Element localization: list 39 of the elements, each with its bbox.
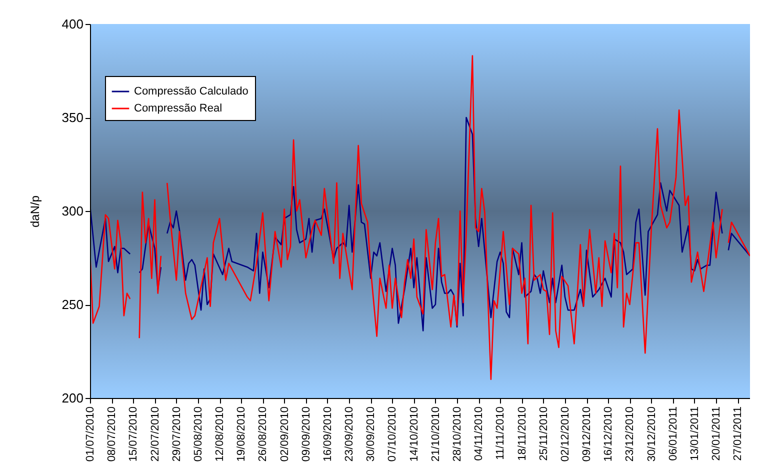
x-tick-label: 22/07/2010 bbox=[149, 406, 162, 462]
x-tick-label: 30/12/2010 bbox=[646, 406, 658, 462]
y-tick-label: 400 bbox=[62, 16, 84, 32]
x-tick-label: 28/10/2010 bbox=[452, 406, 464, 462]
x-tick-label: 18/11/2010 bbox=[516, 406, 528, 461]
x-tick-label: 09/09/2010 bbox=[300, 406, 312, 462]
x-tick-label: 30/09/2010 bbox=[365, 406, 378, 462]
x-tick-label: 23/09/2010 bbox=[344, 406, 356, 462]
x-tick-label: 29/07/2010 bbox=[170, 406, 183, 462]
x-tick-label: 19/08/2010 bbox=[236, 406, 248, 462]
x-tick-label: 06/01/2011 bbox=[667, 406, 680, 461]
x-tick-label: 05/08/2010 bbox=[192, 406, 204, 462]
y-tick-label: 300 bbox=[62, 204, 84, 218]
x-tick-label: 23/12/2010 bbox=[624, 406, 636, 462]
x-tick-label: 20/01/2011 bbox=[710, 406, 723, 461]
x-tick-label: 04/11/2010 bbox=[473, 406, 486, 461]
x-tick-label: 12/08/2010 bbox=[214, 406, 226, 462]
x-tick-label: 16/12/2010 bbox=[602, 406, 615, 462]
y-tick-label: 200 bbox=[62, 390, 84, 406]
x-tick-label: 13/01/2011 bbox=[688, 406, 701, 461]
y-tick-label: 250 bbox=[62, 297, 84, 312]
x-tick-label: 09/12/2010 bbox=[581, 406, 594, 462]
x-tick-label: 16/09/2010 bbox=[322, 406, 334, 462]
x-tick-label: 01/07/2010 bbox=[84, 406, 96, 462]
x-tick-label: 02/12/2010 bbox=[559, 406, 572, 462]
legend-label: Compressão Real bbox=[134, 102, 222, 114]
x-tick-label: 11/11/2010 bbox=[494, 406, 507, 460]
x-tick-label: 08/07/2010 bbox=[106, 406, 118, 462]
x-tick-label: 02/09/2010 bbox=[278, 406, 291, 462]
y-axis-title: daN/p bbox=[28, 195, 42, 228]
x-tick-label: 14/10/2010 bbox=[408, 406, 420, 462]
x-tick-label: 07/10/2010 bbox=[386, 406, 399, 462]
x-tick-label: 25/11/2010 bbox=[538, 406, 550, 461]
x-tick-label: 21/10/2010 bbox=[430, 406, 442, 462]
x-tick-label: 15/07/2010 bbox=[128, 406, 140, 462]
x-tick-label: 27/01/2011 bbox=[732, 406, 744, 461]
y-tick-label: 350 bbox=[62, 110, 84, 125]
x-tick-label: 26/08/2010 bbox=[257, 406, 270, 462]
legend-label: Compressão Calculado bbox=[134, 86, 248, 98]
